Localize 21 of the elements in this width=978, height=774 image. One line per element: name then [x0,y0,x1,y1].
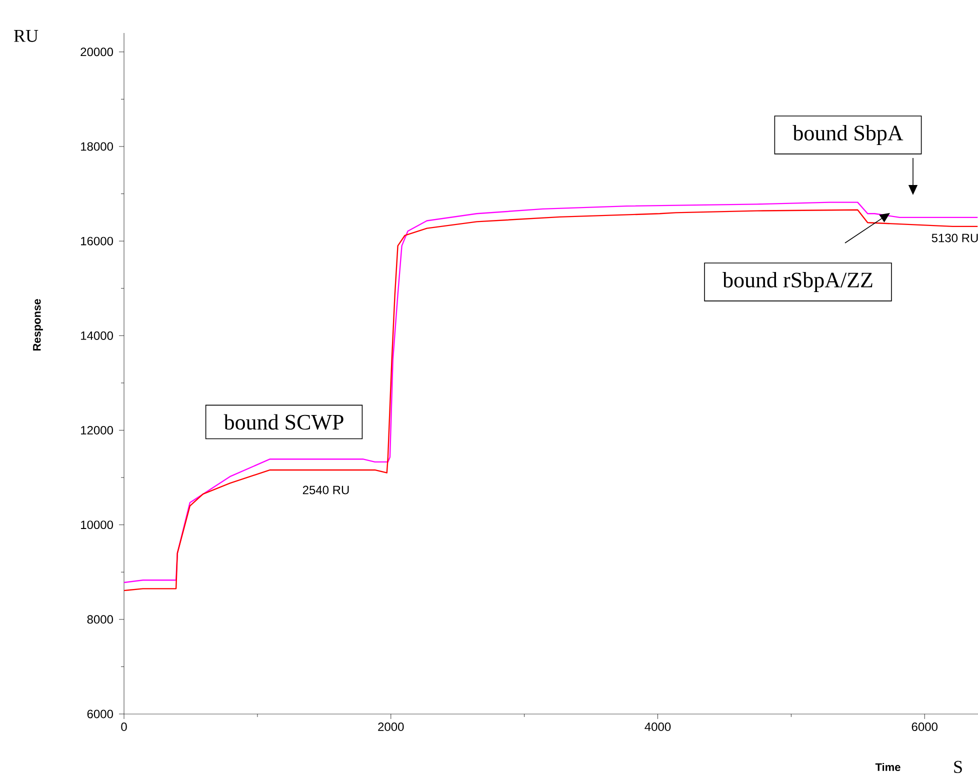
y-tick-label: 8000 [87,615,114,624]
y-tick-label: 12000 [81,426,114,434]
x-tick-label: 2000 [378,722,404,732]
y-tick-label: 14000 [81,331,114,340]
y-tick-label: 18000 [81,142,114,151]
y-tick-label: 20000 [80,48,114,56]
y-tick-label: 10000 [81,520,114,530]
annotation: 5130 RU [932,234,978,242]
x-tick-label: 4000 [644,722,671,732]
y-tick-label: 16000 [81,236,114,246]
y-axis-title: Response [33,299,43,351]
x-axis-title: Time [875,762,900,772]
x-tick-label: 0 [121,722,127,732]
text: S [954,760,962,774]
text: RU [14,30,38,42]
annotation: bound rSbpA/ZZ [722,272,872,292]
annotation: bound SbpA [792,125,904,145]
y-tick-label: 6000 [87,710,114,718]
annotation: bound SCWP [224,414,344,430]
x-tick-label: 6000 [912,722,938,732]
annotation: 2540 RU [302,486,349,494]
